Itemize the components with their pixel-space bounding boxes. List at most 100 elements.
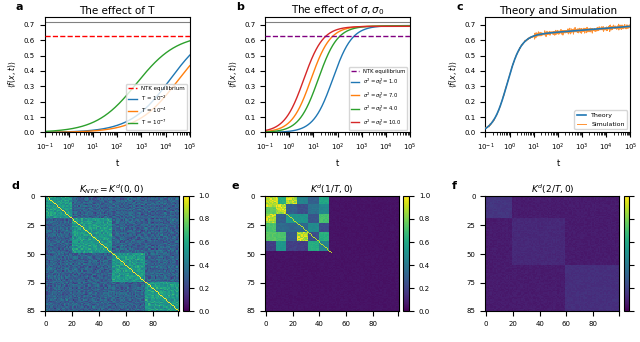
T = 10$^{-4}$ bbox=[133, 118, 141, 122]
Title: $K^d(2/T, 0)$: $K^d(2/T, 0)$ bbox=[531, 183, 574, 196]
$\sigma^2 = \sigma_0^2 = 1.0$ bbox=[270, 130, 278, 134]
$\sigma^2 = \sigma_0^2 = 10.0$ bbox=[406, 24, 414, 28]
Theory bbox=[570, 29, 577, 33]
T = 10$^{-7}$ bbox=[133, 81, 141, 85]
X-axis label: t: t bbox=[336, 159, 339, 168]
Simulation bbox=[566, 26, 573, 30]
$\sigma^2 = \sigma_0^2 = 10.0$ bbox=[386, 24, 394, 28]
Simulation bbox=[627, 25, 634, 29]
Theory bbox=[591, 27, 599, 31]
T = 10$^{-2}$ bbox=[151, 97, 159, 101]
$\sigma^2 = \sigma_0^2 = 4.0$ bbox=[261, 130, 269, 134]
T = 10$^{-4}$ bbox=[41, 130, 49, 134]
Line: $\sigma^2 = \sigma_0^2 = 10.0$: $\sigma^2 = \sigma_0^2 = 10.0$ bbox=[265, 26, 410, 131]
T = 10$^{-7}$ bbox=[50, 129, 58, 133]
Text: f: f bbox=[452, 181, 457, 191]
T = 10$^{-7}$ bbox=[151, 61, 159, 65]
$\sigma^2 = \sigma_0^2 = 1.0$ bbox=[346, 40, 353, 44]
Line: $\sigma^2 = \sigma_0^2 = 1.0$: $\sigma^2 = \sigma_0^2 = 1.0$ bbox=[265, 26, 410, 132]
$\sigma^2 = \sigma_0^2 = 1.0$ bbox=[371, 25, 379, 29]
T = 10$^{-4}$ bbox=[166, 89, 173, 93]
$\sigma^2 = \sigma_0^2 = 1.0$ bbox=[406, 24, 414, 28]
Simulation bbox=[570, 27, 577, 31]
$\sigma^2 = \sigma_0^2 = 1.0$ bbox=[349, 35, 357, 39]
T = 10$^{-2}$ bbox=[186, 53, 193, 57]
NTK equilibrium bbox=[65, 34, 73, 38]
$\sigma^2 = \sigma_0^2 = 7.0$ bbox=[270, 128, 278, 132]
T = 10$^{-2}$ bbox=[129, 116, 136, 120]
Text: e: e bbox=[232, 181, 239, 191]
Simulation bbox=[483, 126, 490, 130]
Text: a: a bbox=[16, 2, 23, 12]
Text: d: d bbox=[12, 181, 19, 191]
$\sigma^2 = \sigma_0^2 = 7.0$ bbox=[406, 24, 414, 28]
T = 10$^{-2}$ bbox=[125, 118, 133, 122]
Title: The effect of T: The effect of T bbox=[79, 6, 155, 16]
Simulation bbox=[574, 27, 582, 31]
T = 10$^{-7}$ bbox=[129, 86, 136, 90]
$\sigma^2 = \sigma_0^2 = 7.0$ bbox=[261, 130, 269, 134]
X-axis label: t: t bbox=[556, 159, 559, 168]
Theory bbox=[482, 127, 490, 131]
T = 10$^{-4}$ bbox=[50, 130, 58, 134]
Y-axis label: $\langle f(x,t) \rangle$: $\langle f(x,t) \rangle$ bbox=[7, 61, 19, 89]
Line: $\sigma^2 = \sigma_0^2 = 7.0$: $\sigma^2 = \sigma_0^2 = 7.0$ bbox=[265, 26, 410, 132]
Title: The effect of $\sigma,\sigma_0$: The effect of $\sigma,\sigma_0$ bbox=[291, 3, 385, 17]
Line: Simulation: Simulation bbox=[486, 24, 630, 128]
$\sigma^2 = \sigma_0^2 = 7.0$ bbox=[386, 24, 394, 28]
Line: Theory: Theory bbox=[486, 26, 630, 129]
T = 10$^{-4}$ bbox=[151, 105, 159, 109]
Title: $K_{NTK} = K^d(0, 0)$: $K_{NTK} = K^d(0, 0)$ bbox=[79, 182, 144, 196]
X-axis label: t: t bbox=[116, 159, 119, 168]
Line: T = 10$^{-4}$: T = 10$^{-4}$ bbox=[45, 66, 189, 132]
Theory bbox=[607, 26, 614, 30]
$\sigma^2 = \sigma_0^2 = 4.0$ bbox=[354, 26, 362, 30]
Legend: Theory, Simulation: Theory, Simulation bbox=[575, 110, 627, 129]
T = 10$^{-7}$ bbox=[125, 91, 133, 95]
$\sigma^2 = \sigma_0^2 = 7.0$ bbox=[371, 24, 379, 28]
Theory bbox=[627, 24, 634, 28]
Text: c: c bbox=[456, 2, 463, 12]
$\sigma^2 = \sigma_0^2 = 10.0$ bbox=[349, 25, 357, 29]
T = 10$^{-7}$ bbox=[166, 48, 173, 52]
T = 10$^{-2}$ bbox=[166, 78, 173, 82]
NTK equilibrium bbox=[285, 34, 293, 38]
T = 10$^{-7}$ bbox=[186, 39, 193, 43]
Y-axis label: $\langle f(x,t) \rangle$: $\langle f(x,t) \rangle$ bbox=[448, 61, 459, 89]
T = 10$^{-4}$ bbox=[186, 64, 193, 68]
T = 10$^{-2}$ bbox=[41, 130, 49, 134]
$\sigma^2 = \sigma_0^2 = 10.0$ bbox=[354, 25, 362, 29]
$\sigma^2 = \sigma_0^2 = 10.0$ bbox=[261, 129, 269, 133]
$\sigma^2 = \sigma_0^2 = 7.0$ bbox=[354, 25, 362, 29]
$\sigma^2 = \sigma_0^2 = 10.0$ bbox=[346, 25, 353, 29]
Theory bbox=[490, 117, 498, 121]
T = 10$^{-2}$ bbox=[50, 130, 58, 134]
Theory bbox=[566, 29, 573, 33]
Theory bbox=[574, 28, 582, 32]
$\sigma^2 = \sigma_0^2 = 7.0$ bbox=[346, 26, 353, 30]
$\sigma^2 = \sigma_0^2 = 10.0$ bbox=[371, 24, 379, 28]
$\sigma^2 = \sigma_0^2 = 1.0$ bbox=[386, 24, 394, 28]
$\sigma^2 = \sigma_0^2 = 4.0$ bbox=[386, 24, 394, 28]
$\sigma^2 = \sigma_0^2 = 1.0$ bbox=[354, 31, 362, 35]
Simulation bbox=[491, 117, 499, 121]
$\sigma^2 = \sigma_0^2 = 4.0$ bbox=[270, 129, 278, 133]
Simulation bbox=[607, 23, 614, 27]
T = 10$^{-7}$ bbox=[41, 129, 49, 133]
$\sigma^2 = \sigma_0^2 = 10.0$ bbox=[270, 126, 278, 130]
Legend: NTK equilibrium, T = 10$^{-2}$, T = 10$^{-4}$, T = 10$^{-7}$: NTK equilibrium, T = 10$^{-2}$, T = 10$^… bbox=[126, 84, 187, 130]
Title: $K^d(1/T, 0)$: $K^d(1/T, 0)$ bbox=[310, 183, 354, 196]
$\sigma^2 = \sigma_0^2 = 7.0$ bbox=[349, 25, 357, 29]
Line: $\sigma^2 = \sigma_0^2 = 4.0$: $\sigma^2 = \sigma_0^2 = 4.0$ bbox=[265, 26, 410, 132]
Title: Theory and Simulation: Theory and Simulation bbox=[499, 6, 617, 16]
$\sigma^2 = \sigma_0^2 = 4.0$ bbox=[406, 24, 414, 28]
T = 10$^{-2}$ bbox=[133, 113, 141, 117]
Simulation bbox=[592, 29, 600, 33]
$\sigma^2 = \sigma_0^2 = 4.0$ bbox=[349, 27, 357, 31]
Line: T = 10$^{-7}$: T = 10$^{-7}$ bbox=[45, 41, 189, 131]
T = 10$^{-4}$ bbox=[129, 120, 136, 124]
Simulation bbox=[615, 22, 623, 26]
Simulation bbox=[482, 126, 490, 130]
T = 10$^{-4}$ bbox=[125, 122, 133, 126]
$\sigma^2 = \sigma_0^2 = 4.0$ bbox=[346, 28, 353, 32]
